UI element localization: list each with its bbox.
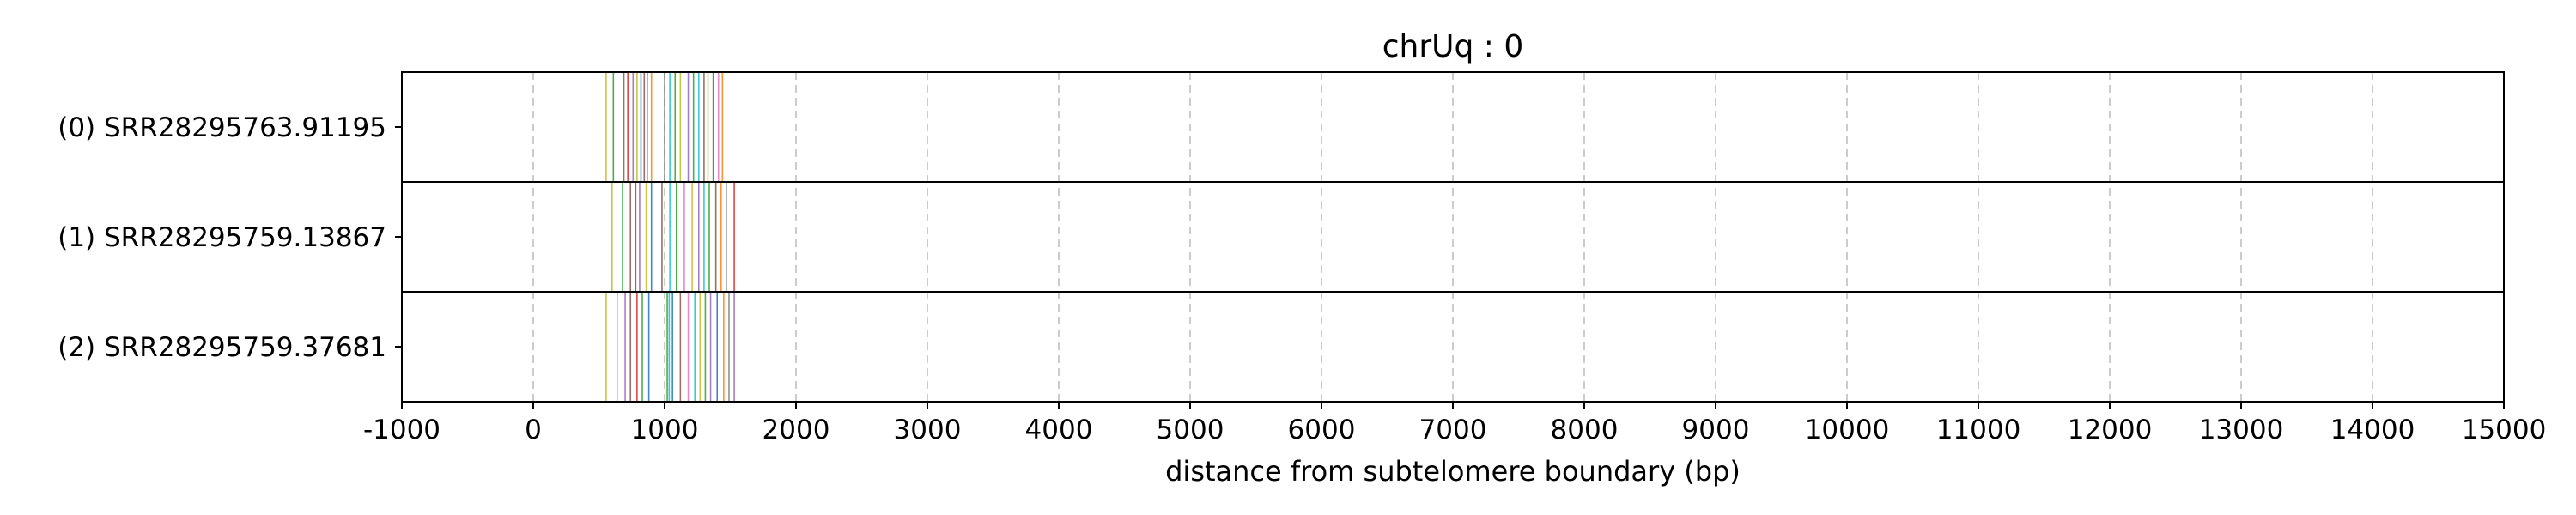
row-label: (1) SRR28295759.13867 (58, 222, 386, 253)
x-tick-label: 14000 (2330, 415, 2415, 445)
row-label: (2) SRR28295759.37681 (58, 332, 386, 363)
x-tick-label: 9000 (1682, 415, 1750, 445)
x-tick-label: 7000 (1419, 415, 1487, 445)
x-tick-label: 15000 (2462, 415, 2547, 445)
x-tick-label: 3000 (894, 415, 962, 445)
x-tick-label: 2000 (762, 415, 830, 445)
row-panel (401, 181, 2505, 293)
row-labels: (0) SRR28295763.91195 (1) SRR28295759.138… (58, 112, 402, 363)
x-grid (532, 72, 2373, 402)
x-tick-label: 13000 (2199, 415, 2284, 445)
x-tick-label: 0 (525, 415, 542, 445)
row-label: (0) SRR28295763.91195 (58, 112, 386, 143)
x-axis-ticks: -1000 0 1000 2000 3000 4000 5000 6000 7000 8000 90… (363, 402, 2546, 445)
x-tick-label: 10000 (1805, 415, 1890, 445)
x-tick-label: 6000 (1288, 415, 1356, 445)
x-tick-label: -1000 (363, 415, 440, 445)
x-tick-label: 11000 (1936, 415, 2021, 445)
x-tick-label: 12000 (2068, 415, 2153, 445)
x-tick-label: 1000 (631, 415, 699, 445)
x-tick-label: 4000 (1025, 415, 1093, 445)
x-tick-label: 5000 (1157, 415, 1224, 445)
x-tick-label: 8000 (1551, 415, 1619, 445)
x-axis-label: distance from subtelomere boundary (bp) (1165, 455, 1741, 488)
chart-title: chrUq : 0 (1382, 29, 1524, 64)
event-lines (605, 72, 735, 402)
